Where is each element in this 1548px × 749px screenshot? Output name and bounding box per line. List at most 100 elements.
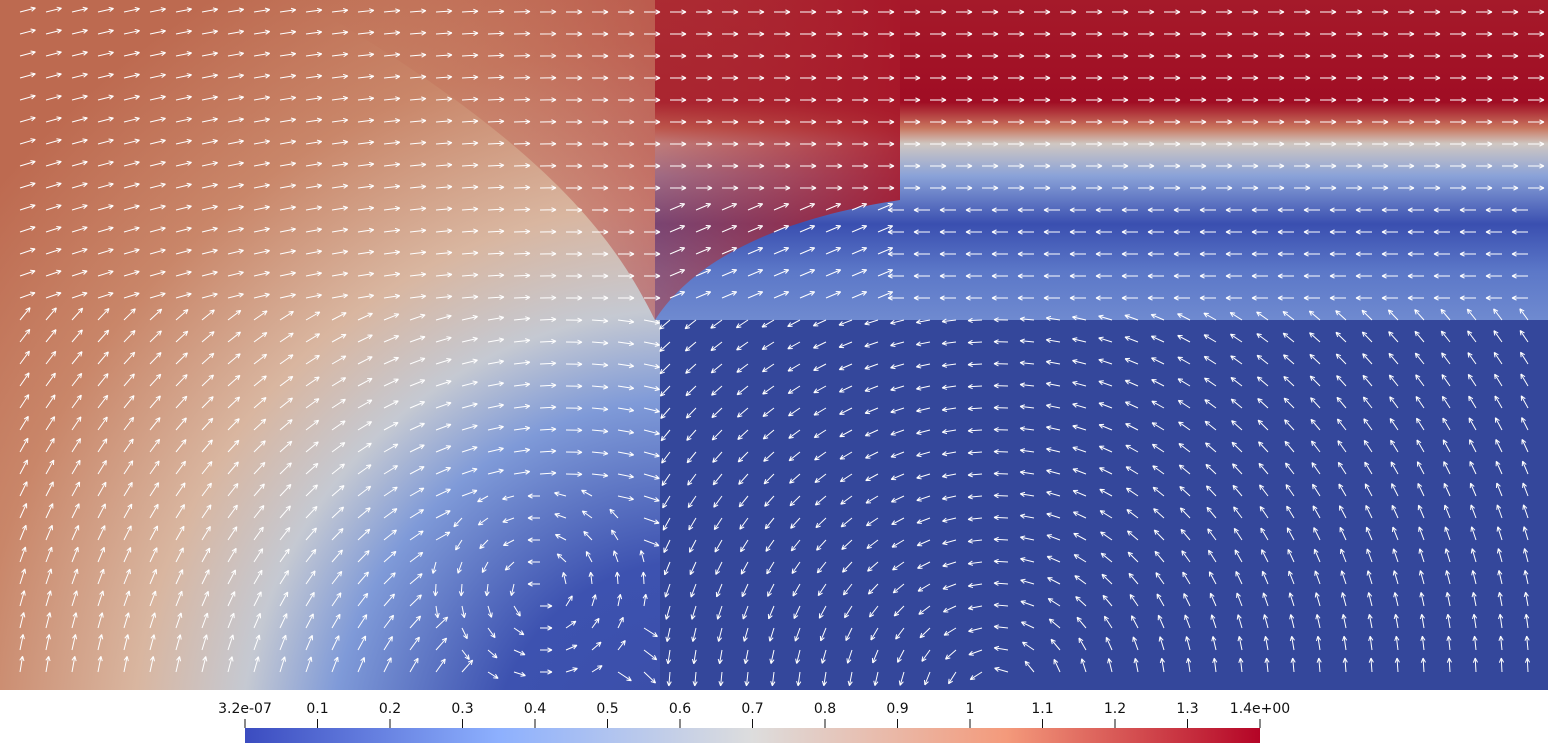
glyph (1098, 314, 1113, 321)
glyph (825, 247, 842, 255)
glyph (504, 561, 515, 571)
glyph (461, 605, 467, 619)
glyph (487, 403, 504, 409)
glyph (253, 161, 271, 167)
glyph (813, 363, 827, 371)
glyph (684, 319, 697, 330)
glyph (887, 295, 904, 301)
glyph (592, 75, 609, 81)
glyph (852, 31, 869, 37)
glyph (591, 472, 609, 478)
glyph (409, 272, 427, 278)
glyph (201, 417, 214, 431)
glyph (566, 185, 583, 191)
glyph (643, 539, 660, 547)
glyph (305, 570, 316, 585)
glyph (1180, 528, 1191, 541)
glyph (618, 97, 635, 103)
glyph (566, 53, 583, 59)
glyph (800, 9, 817, 15)
glyph (539, 448, 557, 454)
glyph (1216, 53, 1233, 59)
glyph (1095, 295, 1112, 301)
glyph (941, 318, 957, 324)
glyph (670, 185, 687, 191)
glyph (967, 560, 983, 566)
glyph (1342, 635, 1348, 651)
glyph (487, 446, 504, 453)
glyph (357, 96, 375, 102)
glyph (1346, 31, 1363, 37)
glyph (1303, 295, 1320, 301)
glyph (941, 362, 957, 368)
glyph (566, 295, 583, 301)
glyph (383, 636, 393, 651)
glyph (461, 96, 479, 102)
glyph (643, 495, 660, 503)
glyph (527, 537, 540, 543)
glyph (800, 141, 817, 147)
glyph (1034, 97, 1051, 103)
glyph (611, 529, 619, 541)
glyph (383, 249, 401, 256)
glyph (227, 504, 238, 519)
glyph (1520, 395, 1529, 409)
glyph (1263, 635, 1269, 651)
glyph (825, 269, 842, 277)
glyph (409, 52, 427, 58)
glyph (1216, 141, 1233, 147)
glyph (982, 141, 999, 147)
glyph (722, 31, 739, 37)
glyph (1341, 613, 1347, 629)
glyph (774, 31, 791, 37)
tick-label: 1 (966, 701, 975, 717)
glyph (1046, 447, 1061, 453)
glyph (461, 445, 478, 453)
glyph (383, 8, 401, 14)
glyph (904, 141, 921, 147)
glyph (1225, 273, 1242, 279)
glyph (878, 97, 895, 103)
glyph (1368, 635, 1374, 651)
glyph (331, 183, 349, 189)
glyph (915, 319, 931, 325)
glyph (175, 160, 192, 167)
glyph (942, 539, 957, 546)
glyph (1346, 185, 1363, 191)
glyph (930, 75, 947, 81)
glyph (1045, 337, 1061, 343)
glyph (873, 671, 879, 686)
glyph (591, 428, 609, 434)
glyph (864, 385, 879, 392)
glyph (1340, 570, 1347, 585)
glyph (1502, 9, 1519, 15)
glyph (659, 385, 671, 397)
glyph (1019, 404, 1035, 410)
glyph (852, 119, 869, 125)
glyph (1442, 417, 1451, 431)
glyph (1346, 119, 1363, 125)
glyph (877, 291, 894, 299)
glyph (331, 249, 349, 255)
glyph (1072, 359, 1087, 365)
glyph (435, 314, 452, 321)
glyph (149, 590, 157, 607)
glyph (279, 51, 297, 57)
glyph (1365, 505, 1373, 519)
glyph (149, 395, 161, 409)
glyph (201, 73, 218, 79)
glyph (813, 407, 827, 416)
glyph (45, 590, 52, 607)
glyph (1521, 438, 1529, 453)
glyph (799, 269, 816, 277)
glyphs (19, 6, 1545, 687)
glyph (71, 612, 78, 629)
glyph (45, 72, 62, 79)
glyph (227, 547, 237, 563)
glyph (581, 489, 593, 497)
glyph (357, 118, 375, 124)
glyph (1286, 505, 1295, 519)
glyph (1528, 53, 1545, 59)
glyph (770, 671, 776, 687)
glyph (695, 203, 712, 211)
